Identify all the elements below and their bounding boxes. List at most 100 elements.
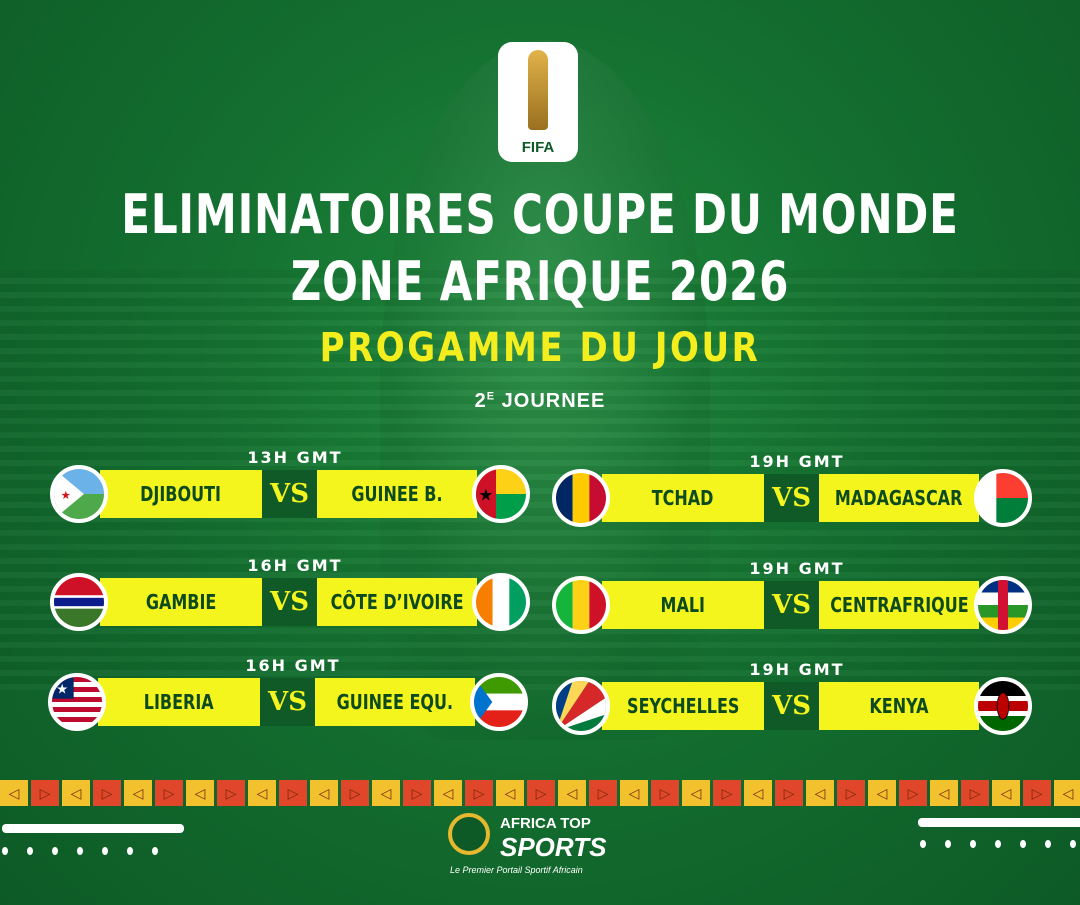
home-team: LIBERIA — [98, 678, 260, 726]
match-time: 16H GMT — [245, 656, 341, 675]
strip-tile: ▷ — [961, 780, 989, 806]
match-time: 19H GMT — [749, 559, 845, 578]
fifa-2026-logo: FIFA — [498, 42, 578, 162]
match-row: 19H GMT TCHAD VS MADAGASCAR — [552, 452, 1042, 527]
decor-dots-left — [2, 847, 158, 855]
home-team-name: LIBERIA — [144, 690, 214, 714]
home-team: TCHAD — [602, 474, 764, 522]
strip-tile: ◁ — [434, 780, 462, 806]
home-team: MALI — [602, 581, 764, 629]
match-time: 13H GMT — [247, 448, 343, 467]
gambia-flag-icon — [50, 573, 108, 631]
vs-label: VS — [764, 682, 819, 730]
strip-tile: ◁ — [1054, 780, 1080, 806]
strip-tile: ◁ — [868, 780, 896, 806]
home-team-name: GAMBIE — [145, 590, 217, 614]
strip-tile: ▷ — [341, 780, 369, 806]
home-team-name: SEYCHELLES — [626, 694, 740, 718]
ivory-coast-flag-icon — [472, 573, 530, 631]
strip-tile: ▷ — [899, 780, 927, 806]
strip-tile: ◁ — [620, 780, 648, 806]
matchday-number: 2 — [474, 390, 487, 412]
strip-tile: ▷ — [217, 780, 245, 806]
strip-tile: ▷ — [1023, 780, 1051, 806]
strip-tile: ◁ — [248, 780, 276, 806]
strip-tile: ◁ — [310, 780, 338, 806]
strip-tile: ◁ — [682, 780, 710, 806]
strip-tile: ◁ — [744, 780, 772, 806]
decorative-strip: ◁▷◁▷◁▷◁▷◁▷◁▷◁▷◁▷◁▷◁▷◁▷◁▷◁▷◁▷◁▷◁▷◁▷◁▷ — [0, 780, 1080, 806]
away-team: GUINEE EQU. — [315, 678, 475, 726]
match-row: 13H GMT DJIBOUTI VS GUINEE B. ★ ★ — [50, 448, 540, 523]
away-team: GUINEE B. — [317, 470, 477, 518]
strip-tile: ◁ — [62, 780, 90, 806]
away-team-name: CÔTE D’IVOIRE — [330, 590, 464, 614]
matchday-label: JOURNEE — [501, 390, 606, 412]
strip-tile: ▷ — [775, 780, 803, 806]
match-row: 19H GMT MALI VS CENTRAFRIQUE — [552, 559, 1042, 634]
matchday: 2E JOURNEE — [0, 390, 1080, 413]
vs-label: VS — [260, 678, 315, 726]
subtitle: PROGAMME DU JOUR — [319, 325, 761, 371]
guinea-bissau-flag-icon: ★ — [472, 465, 530, 523]
strip-tile: ◁ — [992, 780, 1020, 806]
away-team: KENYA — [819, 682, 979, 730]
liberia-flag-icon: ★ — [48, 673, 106, 731]
strip-tile: ▷ — [31, 780, 59, 806]
strip-tile: ▷ — [589, 780, 617, 806]
strip-tile: ▷ — [651, 780, 679, 806]
away-team-name: CENTRAFRIQUE — [829, 593, 969, 617]
strip-tile: ◁ — [558, 780, 586, 806]
away-team-name: MADAGASCAR — [835, 486, 963, 510]
home-team: DJIBOUTI — [100, 470, 262, 518]
strip-tile: ◁ — [496, 780, 524, 806]
africa-top-sports-logo: AFRICA TOP SPORTS Le Premier Portail Spo… — [448, 813, 648, 883]
strip-tile: ▷ — [155, 780, 183, 806]
strip-tile: ▷ — [713, 780, 741, 806]
away-team: CÔTE D’IVOIRE — [317, 578, 477, 626]
away-team: MADAGASCAR — [819, 474, 979, 522]
away-team: CENTRAFRIQUE — [819, 581, 979, 629]
decor-line-right — [918, 818, 1080, 827]
brand-line-2: SPORTS — [500, 832, 607, 862]
strip-tile: ◁ — [186, 780, 214, 806]
svg-text:★: ★ — [56, 682, 68, 697]
trophy-icon — [528, 50, 548, 130]
chad-flag-icon — [552, 469, 610, 527]
away-team-name: GUINEE EQU. — [336, 690, 454, 714]
vs-label: VS — [764, 474, 819, 522]
vs-label: VS — [262, 578, 317, 626]
match-time: 19H GMT — [749, 452, 845, 471]
svg-text:★: ★ — [61, 489, 71, 502]
strip-tile: ◁ — [372, 780, 400, 806]
title-line-2: ZONE AFRIQUE 2026 — [290, 250, 790, 313]
africa-map-icon — [448, 813, 490, 855]
away-team-name: KENYA — [869, 694, 929, 718]
home-team-name: DJIBOUTI — [140, 482, 222, 506]
match-row: 16H GMT LIBERIA VS GUINEE EQU. ★ — [48, 656, 538, 731]
match-row: 19H GMT SEYCHELLES VS KENYA — [552, 660, 1042, 735]
away-team-name: GUINEE B. — [351, 482, 443, 506]
vs-label: VS — [262, 470, 317, 518]
strip-tile: ◁ — [930, 780, 958, 806]
strip-tile: ▷ — [837, 780, 865, 806]
djibouti-flag-icon: ★ — [50, 465, 108, 523]
seychelles-flag-icon — [552, 677, 610, 735]
match-row: 16H GMT GAMBIE VS CÔTE D’IVOIRE — [50, 556, 540, 631]
strip-tile: ▷ — [465, 780, 493, 806]
strip-tile: ▷ — [279, 780, 307, 806]
mali-flag-icon — [552, 576, 610, 634]
equatorial-guinea-flag-icon — [470, 673, 528, 731]
brand-line-1: AFRICA TOP — [500, 815, 591, 832]
central-african-republic-flag-icon — [974, 576, 1032, 634]
match-time: 16H GMT — [247, 556, 343, 575]
matchday-sup: E — [486, 390, 496, 403]
strip-tile: ◁ — [0, 780, 28, 806]
brand-tagline: Le Premier Portail Sportif Africain — [450, 865, 583, 875]
match-time: 19H GMT — [749, 660, 845, 679]
home-team: GAMBIE — [100, 578, 262, 626]
decor-dots-right — [920, 840, 1076, 848]
home-team-name: TCHAD — [652, 486, 714, 510]
strip-tile: ▷ — [93, 780, 121, 806]
vs-label: VS — [764, 581, 819, 629]
